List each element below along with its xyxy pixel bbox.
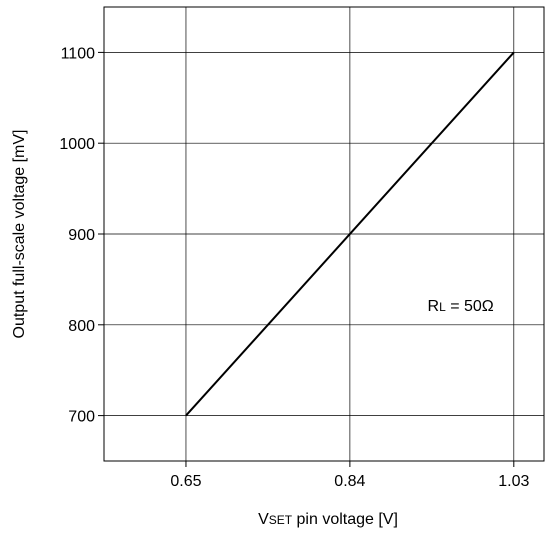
series-line <box>185 51 515 417</box>
y-axis-title: Output full-scale voltage [mV] <box>11 130 28 339</box>
x-axis-title: VSET pin voltage [V] <box>258 511 398 528</box>
y-axis-ticks: 700 800 900 1000 1100 <box>59 45 104 426</box>
x-tick-label: 0.65 <box>170 473 201 490</box>
y-tick-label: 1100 <box>61 45 96 62</box>
y-tick-label: 800 <box>68 318 95 335</box>
annotation-suffix: = 50Ω <box>446 298 494 315</box>
y-tick-label: 700 <box>68 409 95 426</box>
x-axis-title-subscript: SET <box>269 513 293 527</box>
x-tick-label: 0.84 <box>334 473 365 490</box>
x-axis-title-prefix: V <box>258 511 269 528</box>
x-axis-ticks: 0.65 0.84 1.03 <box>170 461 529 490</box>
annotation-main: R <box>428 298 440 315</box>
annotation-rl: RL = 50Ω <box>428 298 494 315</box>
series-layer <box>185 51 515 417</box>
y-tick-label: 1000 <box>59 136 95 153</box>
grid-lines <box>104 7 544 461</box>
annotation-subscript: L <box>439 300 446 314</box>
x-tick-label: 1.03 <box>498 473 529 490</box>
x-axis-title-suffix: pin voltage [V] <box>292 511 398 528</box>
y-tick-label: 900 <box>68 227 95 244</box>
